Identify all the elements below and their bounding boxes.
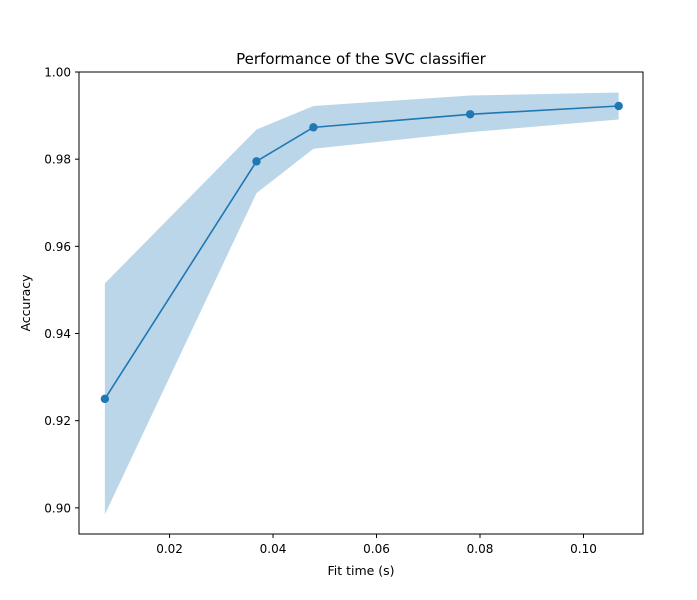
axes-frame — [78, 71, 644, 535]
x-tick-label: 0.06 — [363, 542, 390, 556]
data-points — [100, 101, 623, 404]
y-tick-label: 0.90 — [44, 501, 71, 515]
x-axis-label: Fit time (s) — [327, 563, 394, 578]
plot-area — [100, 92, 623, 515]
data-point — [309, 123, 318, 132]
y-tick-label: 0.92 — [44, 414, 71, 428]
chart-title: Performance of the SVC classifier — [236, 50, 487, 68]
y-tick-label: 1.00 — [44, 66, 71, 80]
x-tick-label: 0.08 — [467, 542, 494, 556]
x-tick-label: 0.10 — [570, 542, 597, 556]
data-point — [465, 110, 475, 119]
y-axis-ticks: 0.90 0.92 0.94 0.96 0.98 1.00 — [44, 66, 79, 515]
x-tick-label: 0.02 — [156, 542, 183, 556]
y-tick-label: 0.96 — [44, 240, 71, 254]
data-point — [252, 157, 261, 166]
data-point — [614, 101, 623, 111]
data-point — [100, 394, 110, 404]
y-tick-label: 0.98 — [44, 153, 71, 167]
x-axis-ticks: 0.02 0.04 0.06 0.08 0.10 — [156, 534, 597, 556]
y-axis-label: Accuracy — [18, 274, 33, 332]
y-tick-label: 0.94 — [44, 327, 71, 341]
x-tick-label: 0.04 — [260, 542, 287, 556]
